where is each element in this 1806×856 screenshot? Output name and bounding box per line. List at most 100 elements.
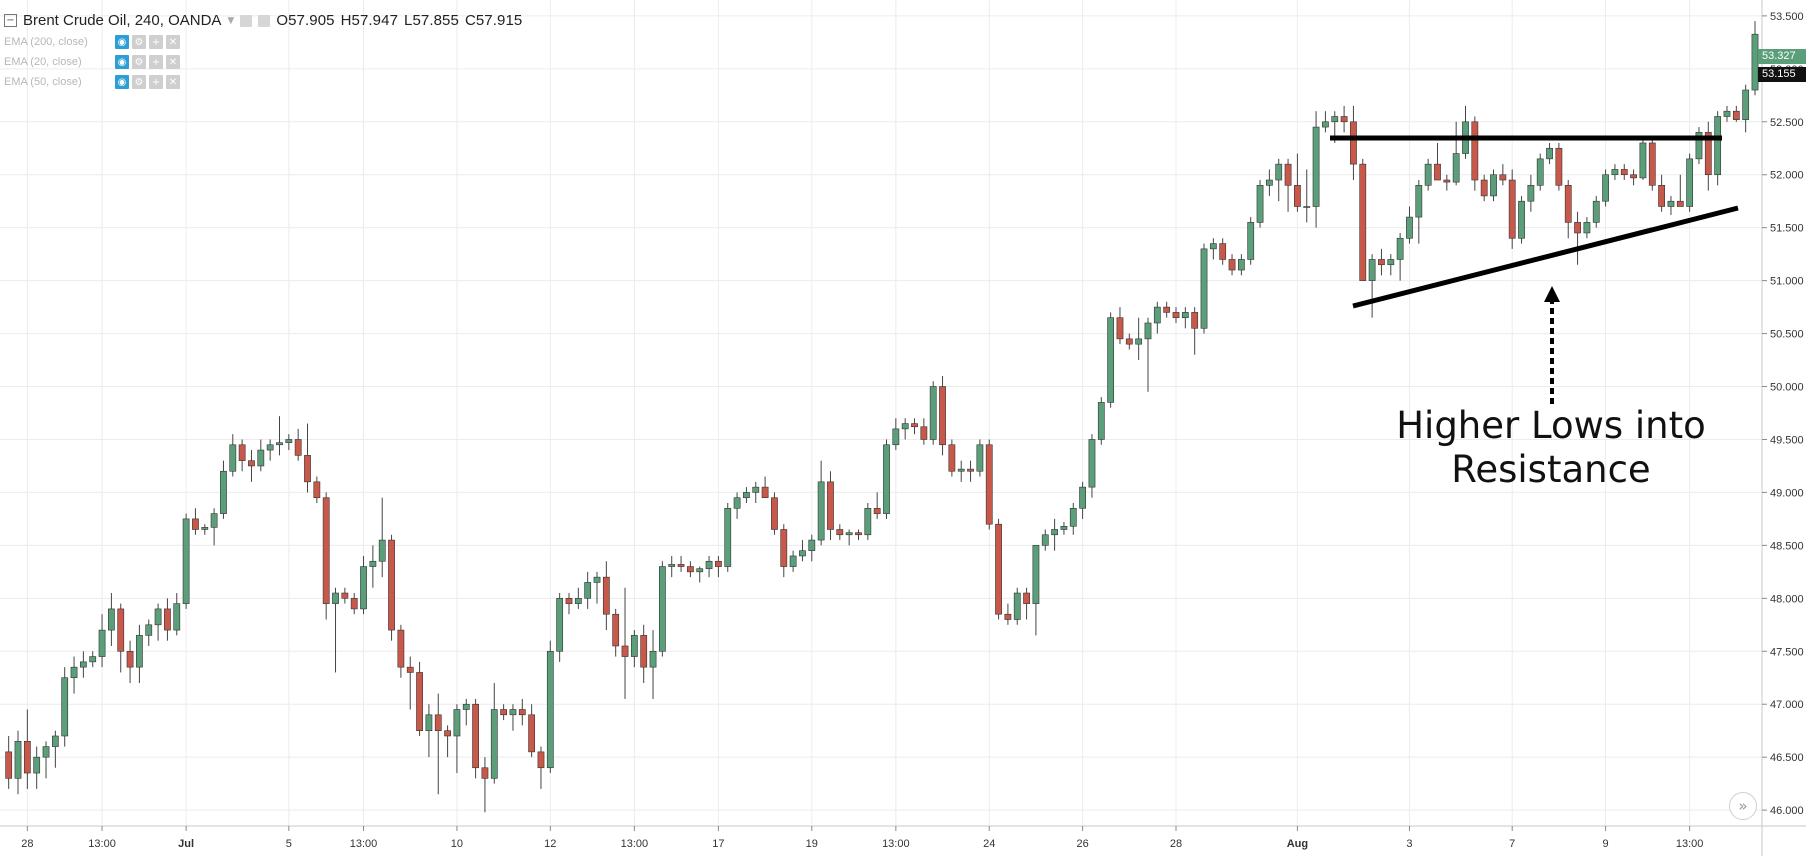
- gear-icon[interactable]: ⚙: [132, 35, 146, 49]
- candle-body: [1228, 259, 1236, 271]
- candle-down: [1620, 164, 1628, 181]
- candle-body: [705, 560, 713, 569]
- candle-down: [612, 608, 620, 657]
- annotation-line-1: Higher Lows into: [1396, 404, 1706, 447]
- candle-up: [1536, 153, 1544, 191]
- candle-body: [939, 386, 946, 446]
- indicator-ema-20: EMA (20, close) ◉ ⚙ + ✕: [4, 55, 180, 69]
- candle-up: [1144, 317, 1152, 392]
- candle-down: [1471, 116, 1479, 191]
- candle-body: [1153, 306, 1161, 324]
- price-axis[interactable]: 46.000 46.500 47.000 47.500 48.000 48.500 49.0…: [1762, 11, 1804, 817]
- indicator-label[interactable]: EMA (200, close): [4, 36, 88, 48]
- close-icon[interactable]: ✕: [166, 35, 180, 49]
- candle-body: [1088, 439, 1096, 488]
- candle-up: [789, 550, 797, 572]
- candle-body: [565, 598, 573, 604]
- time-tick-label: 13:00: [1676, 838, 1704, 850]
- indicator-label[interactable]: EMA (50, close): [4, 76, 82, 88]
- time-tick-label: 7: [1509, 838, 1515, 850]
- close-icon[interactable]: ✕: [166, 55, 180, 69]
- candle-body: [1704, 132, 1712, 176]
- candle-up: [649, 630, 657, 699]
- chevron-down-icon[interactable]: ▼: [227, 15, 235, 26]
- candle-body: [294, 439, 302, 456]
- time-tick-label: 28: [1170, 838, 1182, 850]
- candle-up: [108, 593, 115, 646]
- last-price-tag: 53.327: [1758, 49, 1806, 64]
- plus-icon[interactable]: +: [149, 75, 163, 89]
- price-tick-label: 52.000: [1770, 170, 1804, 182]
- gear-icon[interactable]: [258, 14, 271, 27]
- candle-up: [173, 593, 181, 636]
- time-axis[interactable]: 28 13:00 Jul 5 13:00 10 12 13:00 17 19 13:00 24 26 28…: [21, 826, 1703, 850]
- candle-up: [733, 492, 741, 519]
- candle-down: [304, 423, 311, 493]
- candle-body: [462, 703, 470, 710]
- candle-body: [1424, 163, 1432, 186]
- close-icon[interactable]: ✕: [166, 75, 180, 89]
- candle-body: [696, 568, 704, 573]
- candle-body: [1032, 545, 1040, 604]
- candle-body: [546, 650, 554, 769]
- eye-icon[interactable]: ◉: [115, 75, 129, 89]
- candle-up: [574, 587, 582, 609]
- candle-body: [957, 468, 965, 472]
- candle-body: [649, 650, 657, 668]
- candle-up: [462, 698, 470, 726]
- candle-down: [1340, 105, 1348, 133]
- candle-down: [1294, 153, 1301, 212]
- candle-up: [752, 481, 760, 504]
- candle-body: [313, 481, 321, 499]
- candle-down: [313, 476, 321, 504]
- indicator-label[interactable]: EMA (20, close): [4, 56, 82, 68]
- candle-body: [528, 714, 536, 753]
- candle-up: [883, 439, 890, 519]
- candle-body: [845, 532, 853, 536]
- candle-body: [1592, 200, 1600, 223]
- candle-body: [1172, 312, 1180, 318]
- candle-body: [201, 527, 209, 530]
- scroll-to-realtime-button[interactable]: »: [1729, 792, 1757, 820]
- candle-down: [1676, 174, 1684, 207]
- candle-body: [808, 539, 816, 551]
- candle-body: [593, 576, 601, 583]
- candle-body: [108, 608, 115, 631]
- candle-body: [1181, 312, 1189, 318]
- eye-icon[interactable]: ◉: [115, 55, 129, 69]
- candle-body: [1023, 592, 1030, 604]
- candle-body: [1219, 243, 1227, 260]
- candle-up: [378, 497, 386, 578]
- symbol-title[interactable]: Brent Crude Oil, 240, OANDA: [23, 12, 222, 29]
- candle-body: [1742, 89, 1750, 120]
- candle-body: [434, 714, 442, 731]
- candle-down: [388, 534, 395, 641]
- eye-icon[interactable]: ◉: [115, 35, 129, 49]
- candle-up: [864, 503, 872, 541]
- plus-icon[interactable]: +: [149, 35, 163, 49]
- candle-body: [799, 550, 806, 557]
- eye-icon[interactable]: [240, 14, 253, 27]
- candle-down: [621, 587, 629, 699]
- candle-body: [1051, 529, 1058, 536]
- candle-body: [1686, 158, 1694, 207]
- plus-icon[interactable]: +: [149, 55, 163, 69]
- candle-down: [238, 439, 246, 472]
- candle-down: [939, 375, 946, 456]
- candle-body: [668, 564, 676, 567]
- gear-icon[interactable]: ⚙: [132, 55, 146, 69]
- candle-down: [1228, 254, 1236, 276]
- candle-down: [1378, 248, 1385, 276]
- candle-body: [817, 481, 825, 541]
- candle-body: [425, 714, 433, 731]
- candle-body: [1443, 179, 1451, 183]
- gear-icon[interactable]: ⚙: [132, 75, 146, 89]
- candle-up: [276, 416, 283, 456]
- higher-lows-trendline[interactable]: [1352, 205, 1739, 309]
- time-tick-label: 10: [451, 838, 463, 850]
- price-tick-label: 50.000: [1770, 382, 1804, 394]
- minus-box-icon[interactable]: −: [4, 14, 17, 27]
- candle-up: [593, 571, 601, 604]
- candle-up: [1237, 254, 1245, 276]
